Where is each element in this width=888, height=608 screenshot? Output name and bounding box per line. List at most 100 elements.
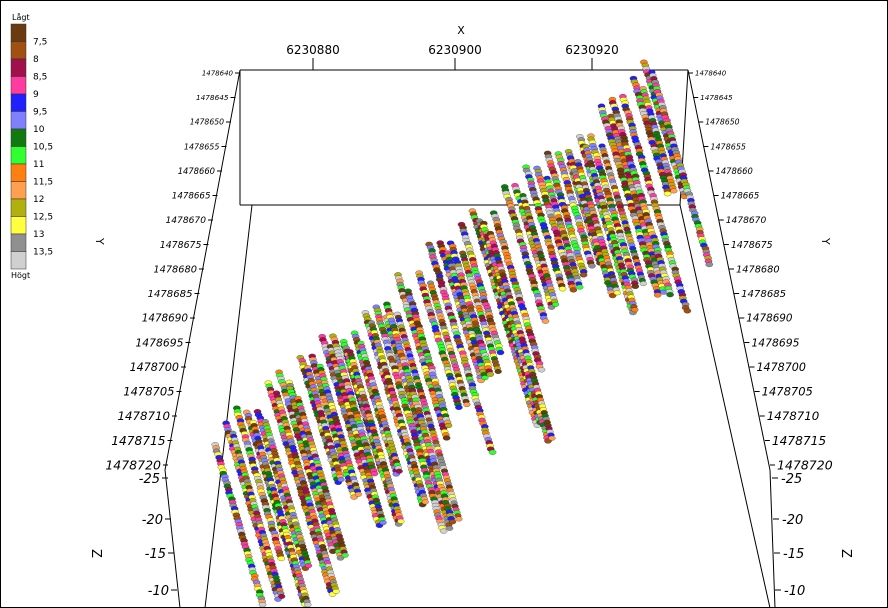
y-tick-label-right: 1478655 — [710, 142, 746, 151]
y-tick-label-right: 1478695 — [751, 336, 799, 349]
data-point — [579, 272, 588, 278]
data-point — [442, 435, 451, 441]
legend-top-label: Lågt — [12, 12, 30, 22]
data-point — [341, 552, 349, 558]
y-tick-label-left: 1478720 — [105, 457, 161, 472]
legend-swatch — [10, 76, 27, 95]
y-tick-label-left: 1478715 — [111, 434, 166, 448]
y-tick-label-right: 1478650 — [705, 118, 739, 127]
y-tick-label-right: 1478705 — [762, 385, 813, 399]
y-tick-label-left: 1478640 — [202, 69, 234, 77]
data-point — [337, 477, 345, 483]
box-edge — [679, 204, 771, 608]
data-point — [496, 349, 505, 356]
box-edge — [769, 469, 776, 608]
data-point — [552, 301, 560, 307]
legend-label: 10 — [33, 125, 45, 135]
data-point — [304, 563, 313, 569]
z-tick-label-left: -25 — [139, 472, 160, 487]
data-point — [683, 308, 692, 314]
legend-bottom-label: Högt — [11, 271, 30, 280]
data-point — [631, 283, 640, 289]
y-tick-label-right: 1478670 — [726, 216, 767, 226]
data-point — [666, 292, 674, 298]
z-tick-label-left: -15 — [145, 547, 166, 562]
y-tick-label-right: 1478690 — [746, 313, 793, 325]
y-tick-label-left: 1478660 — [178, 166, 215, 176]
y-tick-label-right: 1478700 — [757, 361, 806, 374]
data-point — [455, 516, 463, 522]
data-point — [588, 263, 596, 269]
legend-label: 13 — [33, 230, 44, 240]
data-point — [653, 292, 662, 298]
data-point — [395, 468, 403, 474]
box-edge — [164, 469, 181, 608]
legend-label: 7,5 — [33, 38, 47, 48]
legend-swatch — [10, 163, 27, 182]
y-tick-label-left: 1478695 — [135, 336, 183, 349]
data-point — [370, 471, 379, 477]
legend-label: 8,5 — [33, 73, 47, 83]
z-tick-label-left: -10 — [148, 584, 169, 599]
data-point — [397, 518, 405, 524]
data-point — [448, 519, 457, 525]
x-axis-label: X — [457, 24, 465, 37]
data-point — [494, 369, 502, 374]
z-tick-label-right: -10 — [784, 584, 805, 599]
legend-swatch — [10, 58, 27, 77]
y-tick-label-left: 1478670 — [165, 216, 206, 226]
data-point — [558, 286, 567, 292]
data-point — [258, 602, 267, 608]
y-tick-label-left: 1478665 — [172, 192, 211, 202]
data-point — [705, 261, 714, 268]
legend-label: 11 — [33, 160, 44, 170]
legend-swatch — [10, 198, 27, 217]
y-tick-label-left: 1478705 — [123, 385, 174, 399]
y-tick-label-right: 1478640 — [695, 69, 727, 77]
legend-swatch — [10, 181, 27, 200]
data-point — [613, 290, 621, 296]
y-tick-label-right: 1478645 — [700, 93, 733, 102]
legend-label: 11,5 — [33, 178, 53, 188]
y-tick-label-left: 1478655 — [184, 142, 220, 151]
box-edge — [164, 69, 241, 471]
legend-swatch — [10, 128, 27, 147]
y-tick-label-left: 1478685 — [148, 289, 193, 300]
data-point — [379, 520, 387, 526]
legend-label: 8 — [33, 55, 39, 65]
x-tick-label: 6230920 — [565, 43, 618, 57]
z-axis-label-left: Z — [88, 549, 103, 558]
y-tick-label-left: 1478650 — [190, 118, 224, 127]
x-tick-label: 6230880 — [286, 43, 339, 57]
legend-swatch — [10, 41, 27, 60]
data-point — [277, 555, 286, 562]
z-tick-label-right: -20 — [782, 513, 803, 528]
data-point — [278, 593, 286, 599]
data-point — [663, 191, 672, 197]
data-point — [421, 499, 429, 505]
data-point — [488, 449, 497, 455]
legend-swatch — [10, 216, 27, 235]
legend-label: 12 — [33, 195, 44, 205]
y-axis-label-left: Y — [93, 237, 106, 245]
z-tick-label-left: -20 — [142, 513, 163, 528]
y-tick-label-left: 1478700 — [130, 361, 179, 374]
data-point — [537, 367, 546, 373]
data-point — [639, 281, 647, 287]
data-point — [486, 371, 495, 377]
legend-label: 12,5 — [33, 213, 53, 223]
y-tick-label-right: 1478675 — [731, 240, 773, 251]
data-point — [670, 188, 678, 194]
data-point — [446, 525, 454, 531]
y-tick-label-right: 1478680 — [736, 264, 780, 275]
legend-swatch — [10, 233, 27, 252]
y-tick-label-left: 1478645 — [196, 93, 229, 102]
y-tick-label-right: 1478710 — [767, 409, 820, 423]
y-tick-label-left: 1478690 — [142, 313, 189, 325]
legend-swatch — [10, 146, 27, 165]
y-tick-label-left: 1478710 — [117, 409, 170, 423]
data-point — [439, 528, 448, 534]
z-tick-label-right: -25 — [781, 472, 802, 487]
data-point — [548, 435, 556, 441]
y-tick-label-left: 1478680 — [153, 264, 197, 275]
